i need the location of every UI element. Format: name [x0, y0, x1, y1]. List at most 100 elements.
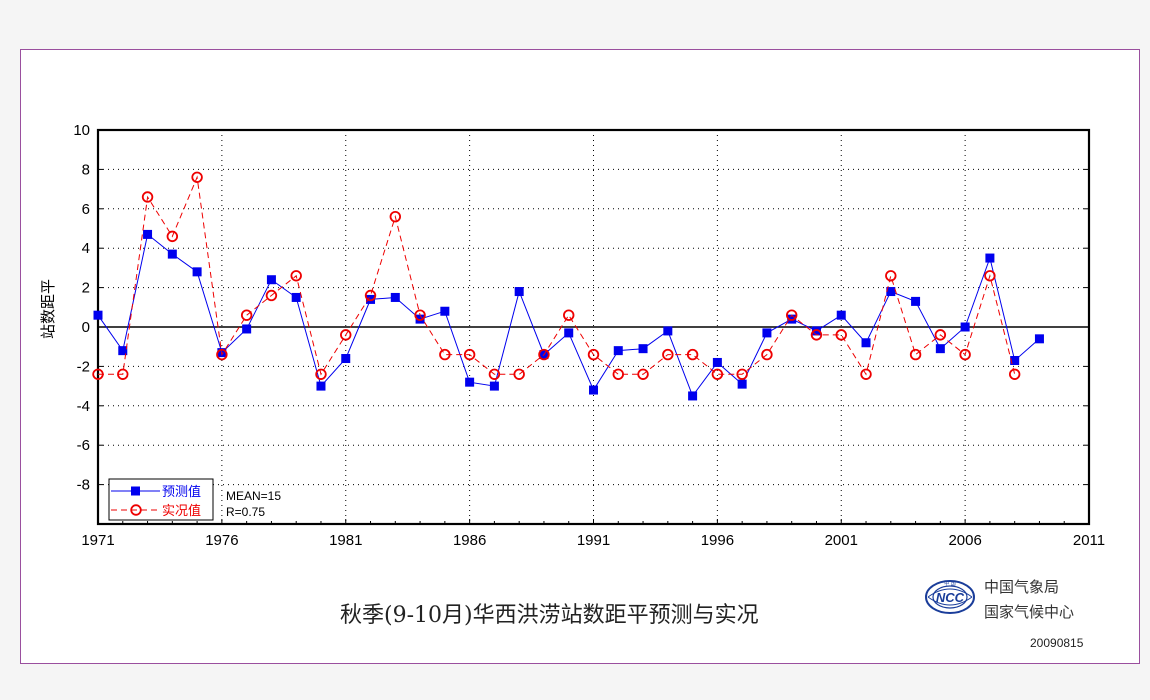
y-tick-label: 8 [82, 161, 90, 178]
observed-point [984, 270, 996, 282]
forecast-point [242, 324, 252, 334]
ncc-logo: NCC 中 国 [925, 580, 975, 614]
forecast-point [712, 357, 722, 367]
y-axis-label: 站数距平 [39, 279, 57, 339]
observed-point [637, 368, 649, 380]
correlation-annotation: R=0.75 [226, 505, 265, 519]
forecast-point [589, 385, 598, 395]
mean-annotation: MEAN=15 [226, 489, 281, 503]
forecast-point [489, 381, 499, 391]
observed-point [736, 368, 748, 380]
observed-point [216, 348, 228, 361]
forecast-point [465, 377, 475, 387]
forecast-point [861, 338, 871, 348]
observed-point [414, 309, 426, 321]
x-tick-label: 2001 [825, 532, 858, 549]
observed-point [934, 329, 947, 341]
forecast-point [93, 310, 103, 320]
observed-point [191, 171, 203, 183]
x-tick-label: 1971 [81, 532, 114, 549]
observed-point [1008, 368, 1021, 380]
observed-point [761, 348, 773, 361]
observed-point [563, 309, 575, 321]
forecast-point [291, 292, 301, 302]
forecast-point [886, 287, 896, 297]
observed-point [587, 348, 600, 361]
forecast-point [440, 306, 450, 316]
ncc-logo-top: 中 国 [944, 580, 956, 587]
y-tick-label: -4 [77, 398, 90, 415]
forecast-point [564, 328, 574, 338]
observed-point [686, 348, 699, 361]
observed-point [959, 348, 971, 361]
observed-point [909, 348, 922, 361]
y-tick-label: 2 [82, 280, 90, 297]
forecast-point [688, 391, 698, 401]
forecast-point [118, 346, 128, 356]
legend-box [108, 478, 214, 521]
observed-point [364, 289, 377, 302]
forecast-point [737, 379, 747, 389]
x-tick-label: 1991 [577, 532, 610, 549]
observed-point [662, 348, 674, 361]
org-name-cma: 中国气象局 [984, 578, 1060, 596]
chart-title: 秋季(9-10月)华西洪涝站数距平预测与实况 [340, 603, 759, 628]
forecast-point [192, 267, 202, 277]
observed-point [166, 230, 179, 243]
legend-forecast-label: 预测值 [162, 484, 201, 500]
forecast-point [935, 344, 945, 354]
forecast-point [762, 328, 772, 338]
observed-point [786, 309, 798, 321]
forecast-point [985, 253, 995, 263]
observed-point [513, 368, 525, 380]
forecast-point [960, 322, 970, 332]
forecast-point [1034, 334, 1044, 344]
forecast-point [613, 346, 623, 356]
forecast-point [836, 310, 846, 320]
forecast-point [1010, 355, 1020, 365]
y-tick-label: 6 [82, 201, 90, 218]
ncc-logo-text: NCC [936, 590, 965, 605]
observed-point [117, 368, 129, 380]
observed-point [711, 368, 724, 380]
org-name-ncc: 国家气候中心 [984, 603, 1075, 621]
forecast-point [638, 344, 648, 354]
observed-point [92, 368, 104, 380]
observed-point [835, 329, 847, 341]
observed-point [810, 329, 823, 341]
forecast-point [266, 275, 276, 285]
y-tick-label: -8 [77, 477, 90, 494]
x-tick-label: 1996 [701, 532, 734, 549]
issue-date: 20090815 [1030, 636, 1084, 650]
x-tick-label: 2011 [1073, 532, 1105, 549]
forecast-point [316, 381, 326, 391]
forecast-point [911, 296, 921, 306]
observed-point [612, 368, 624, 380]
observed-point [240, 309, 253, 321]
observed-point [340, 329, 352, 341]
forecast-point [663, 326, 673, 336]
legend-forecast-marker [131, 486, 140, 496]
y-tick-label: 0 [82, 319, 90, 336]
y-tick-label: -6 [77, 437, 90, 454]
y-tick-label: 4 [82, 240, 90, 257]
observed-point [265, 289, 278, 302]
org-block: NCC 中 国 中国气象局 国家气候中心 [924, 574, 1124, 634]
observed-point [389, 210, 402, 223]
forecast-point [143, 229, 153, 239]
legend-observed-marker [130, 504, 142, 516]
observed-point [538, 348, 550, 361]
x-tick-label: 1986 [453, 532, 486, 549]
observed-point [488, 368, 501, 380]
observed-point [439, 348, 451, 361]
x-tick-label: 1976 [205, 532, 238, 549]
observed-point [860, 368, 872, 380]
forecast-point [514, 287, 524, 297]
observed-point [141, 191, 154, 203]
forecast-point [167, 249, 177, 259]
forecast-point [390, 292, 400, 302]
observed-point [885, 270, 897, 282]
observed-point [463, 348, 476, 361]
